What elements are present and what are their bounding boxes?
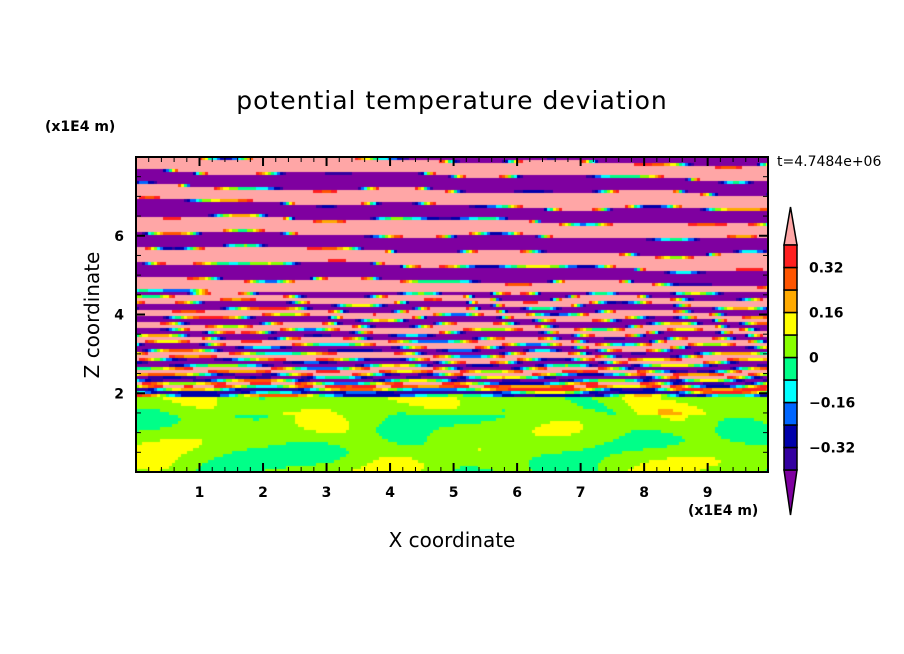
x-tick-label: 9 xyxy=(703,485,713,501)
colorbar-swatch xyxy=(783,379,798,404)
y-tick-label: 4 xyxy=(114,308,124,324)
x-tick-label: 8 xyxy=(639,485,649,501)
y-tick-label: 6 xyxy=(114,229,124,245)
colorbar-swatch xyxy=(783,266,798,291)
x-tick-label: 2 xyxy=(258,485,268,501)
colorbar-label: −0.32 xyxy=(809,441,855,457)
y-axis-unit: (x1E4 m) xyxy=(45,119,116,135)
colorbar-over-triangle xyxy=(783,206,798,246)
contour-field xyxy=(136,157,768,472)
colorbar-swatch xyxy=(783,446,798,471)
plot-frame xyxy=(135,156,769,473)
x-tick-label: 7 xyxy=(576,485,586,501)
colorbar-swatch xyxy=(783,401,798,426)
time-label: t=4.7484e+06 xyxy=(777,154,882,170)
y-tick-label: 2 xyxy=(114,386,124,402)
x-tick-label: 4 xyxy=(385,485,395,501)
colorbar-under-triangle xyxy=(783,469,798,516)
colorbar-swatch xyxy=(783,334,798,359)
x-tick-label: 6 xyxy=(512,485,522,501)
colorbar-swatch xyxy=(783,289,798,314)
colorbar-swatch xyxy=(783,244,798,269)
colorbar-swatch xyxy=(783,424,798,449)
x-axis-label: X coordinate xyxy=(388,528,516,552)
colorbar-label: 0 xyxy=(809,351,819,367)
colorbar-swatch xyxy=(783,356,798,381)
colorbar-swatch xyxy=(783,311,798,336)
chart-title: potential temperature deviation xyxy=(236,86,668,115)
x-tick-label: 1 xyxy=(195,485,205,501)
colorbar-label: 0.16 xyxy=(809,306,844,322)
colorbar-label: −0.16 xyxy=(809,396,855,412)
x-axis-unit: (x1E4 m) xyxy=(688,503,759,519)
colorbar-label: 0.32 xyxy=(809,261,844,277)
x-tick-label: 5 xyxy=(449,485,459,501)
x-tick-label: 3 xyxy=(322,485,332,501)
